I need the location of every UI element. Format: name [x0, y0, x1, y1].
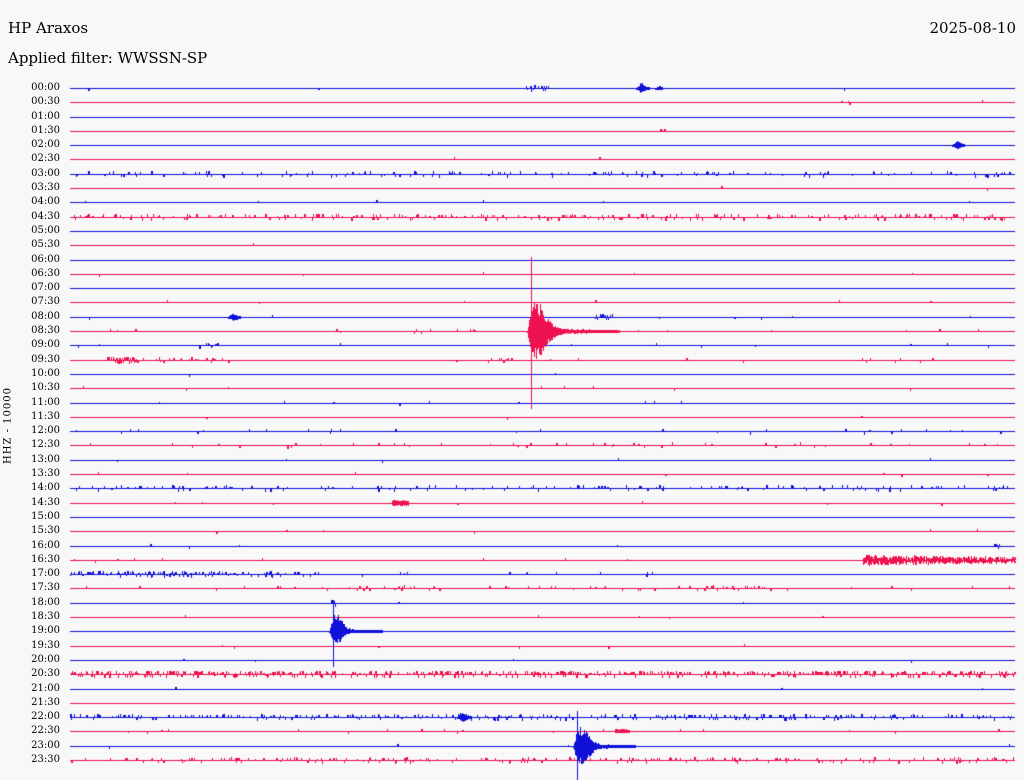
time-tick-label: 12:00	[31, 425, 60, 436]
time-tick-label: 08:30	[31, 325, 60, 336]
time-tick-label: 05:00	[31, 225, 60, 236]
time-tick-label: 01:00	[31, 111, 60, 122]
time-tick-label: 13:30	[31, 468, 60, 479]
time-tick-label: 17:00	[31, 568, 60, 579]
time-tick-label: 14:00	[31, 482, 60, 493]
time-tick-label: 15:30	[31, 525, 60, 536]
time-tick-label: 12:30	[31, 439, 60, 450]
time-tick-label: 09:30	[31, 354, 60, 365]
time-tick-label: 19:00	[31, 625, 60, 636]
time-tick-label: 22:30	[31, 725, 60, 736]
time-tick-label: 10:30	[31, 382, 60, 393]
time-tick-label: 16:30	[31, 554, 60, 565]
time-tick-label: 03:00	[31, 168, 60, 179]
filter-label: Applied filter: WWSSN-SP	[8, 49, 208, 67]
time-tick-label: 06:00	[31, 254, 60, 265]
time-tick-label: 02:00	[31, 139, 60, 150]
station-title: HP Araxos	[8, 19, 89, 37]
time-tick-label: 02:30	[31, 153, 60, 164]
time-tick-label: 00:00	[31, 82, 60, 93]
time-tick-label: 19:30	[31, 640, 60, 651]
time-tick-label: 13:00	[31, 454, 60, 465]
time-tick-label: 14:30	[31, 497, 60, 508]
time-tick-label: 04:30	[31, 211, 60, 222]
time-tick-label: 21:30	[31, 697, 60, 708]
time-tick-label: 08:00	[31, 311, 60, 322]
time-tick-label: 21:00	[31, 683, 60, 694]
time-tick-label: 04:00	[31, 196, 60, 207]
time-tick-label: 15:00	[31, 511, 60, 522]
time-tick-label: 09:00	[31, 339, 60, 350]
time-tick-label: 00:30	[31, 96, 60, 107]
time-tick-label: 18:00	[31, 597, 60, 608]
time-tick-label: 20:30	[31, 668, 60, 679]
time-tick-label: 06:30	[31, 268, 60, 279]
time-tick-label: 18:30	[31, 611, 60, 622]
time-tick-label: 17:30	[31, 582, 60, 593]
time-tick-label: 23:00	[31, 740, 60, 751]
time-tick-label: 11:30	[31, 411, 60, 422]
time-tick-label: 10:00	[31, 368, 60, 379]
time-tick-label: 20:00	[31, 654, 60, 665]
time-tick-label: 03:30	[31, 182, 60, 193]
time-tick-label: 16:00	[31, 540, 60, 551]
time-tick-label: 23:30	[31, 754, 60, 765]
time-tick-label: 22:00	[31, 711, 60, 722]
time-tick-label: 05:30	[31, 239, 60, 250]
time-tick-label: 01:30	[31, 125, 60, 136]
time-tick-label: 07:30	[31, 296, 60, 307]
date-label: 2025-08-10	[929, 19, 1016, 37]
time-tick-label: 07:00	[31, 282, 60, 293]
time-tick-label: 11:00	[31, 397, 60, 408]
